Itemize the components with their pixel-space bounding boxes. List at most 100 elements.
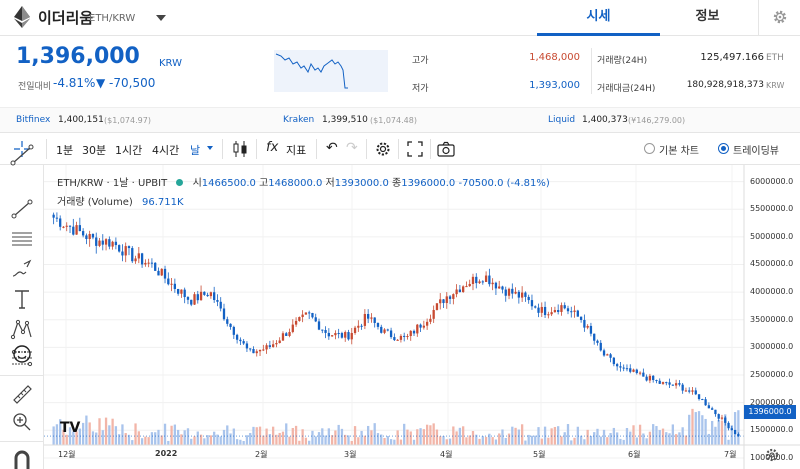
fullscreen-icon[interactable]	[407, 141, 423, 157]
y-axis-tick: 1500000.0	[750, 425, 794, 435]
candle-body	[52, 214, 55, 218]
candle-body	[330, 335, 334, 337]
volume-bar	[271, 426, 275, 445]
volume-bar	[137, 431, 140, 445]
chevron-down-icon[interactable]	[156, 15, 166, 21]
zoom-in-icon[interactable]	[10, 411, 34, 433]
volume-bar	[534, 435, 537, 445]
candle-body	[589, 325, 593, 334]
chart-legend: ETH/KRW · 1날 · UPBIT 시1466500.0 고1468000…	[57, 174, 550, 189]
volume-bar	[337, 424, 340, 445]
ruler-icon[interactable]	[10, 382, 34, 404]
camera-icon[interactable]	[437, 141, 455, 157]
chevron-down-icon[interactable]	[207, 146, 213, 150]
basic-chart-radio[interactable]	[644, 143, 655, 154]
undo-icon[interactable]: ↶	[326, 140, 338, 156]
x-axis-tick: 12월	[58, 450, 76, 459]
volume-bar	[612, 427, 616, 445]
trend-line-icon[interactable]	[10, 144, 34, 166]
candle-body	[311, 312, 314, 318]
exchange-name: Bitfinex	[16, 115, 51, 125]
settings-button[interactable]	[758, 0, 800, 36]
interval-30m[interactable]: 30분	[82, 144, 107, 157]
chart-toolbar: 1분 30분 1시간 4시간 날 fx 지표 ↶ ↷ 기본 차트 트레이딩뷰	[0, 133, 800, 165]
candle-body	[386, 329, 389, 331]
redo-icon[interactable]: ↷	[346, 140, 358, 156]
volume-bar	[298, 440, 301, 445]
indicators-button[interactable]: 지표	[286, 144, 307, 157]
candle-body	[688, 390, 691, 392]
candle-body	[419, 324, 422, 328]
interval-1m[interactable]: 1분	[56, 144, 74, 157]
volume-bar	[655, 426, 658, 445]
gear-icon[interactable]	[375, 141, 391, 157]
candle-body	[697, 394, 701, 400]
volume-bar	[419, 428, 422, 445]
candle-body	[298, 317, 301, 321]
divider	[46, 139, 47, 159]
candle-body	[560, 305, 563, 312]
trend-line-icon[interactable]	[10, 198, 34, 220]
horizontal-lines-icon[interactable]	[10, 228, 34, 250]
tradingview-radio[interactable]	[718, 143, 729, 154]
emoji-icon[interactable]	[10, 343, 34, 365]
candle-body	[596, 340, 599, 343]
candle-body	[353, 327, 357, 333]
candle-body	[389, 330, 393, 338]
divider	[222, 139, 223, 159]
volume-bar	[334, 430, 337, 445]
tradingview-label[interactable]: 트레이딩뷰	[733, 146, 779, 157]
candle-body	[622, 367, 625, 369]
tab-market[interactable]: 시세	[537, 0, 660, 36]
volume-bar	[255, 427, 258, 445]
candlestick-icon[interactable]	[232, 140, 248, 158]
magnet-icon[interactable]	[10, 447, 34, 469]
gear-icon[interactable]	[764, 447, 780, 463]
volume-bar	[707, 433, 711, 445]
volume-bar	[55, 424, 59, 445]
volume-bar	[311, 430, 314, 445]
divider	[256, 139, 257, 159]
interval-1h[interactable]: 1시간	[115, 144, 143, 157]
candle-body	[285, 333, 288, 336]
brush-icon[interactable]	[10, 258, 34, 280]
tab-info[interactable]: 정보	[695, 9, 720, 24]
crosshair-icon[interactable]	[14, 141, 30, 157]
candle-body	[635, 369, 638, 374]
volume-bar	[462, 426, 465, 445]
candle-body	[678, 383, 681, 385]
candle-body	[455, 289, 458, 295]
x-axis-tick: 3월	[344, 450, 357, 459]
fx-icon[interactable]: fx	[266, 140, 279, 155]
pattern-icon[interactable]	[10, 318, 34, 340]
interval-4h[interactable]: 4시간	[152, 144, 180, 157]
exchange-price: 1,400,373	[582, 115, 628, 125]
volume-bar	[186, 428, 190, 445]
text-icon[interactable]	[10, 288, 34, 310]
volume-bar	[494, 439, 498, 445]
candle-body	[648, 375, 652, 381]
legend-close-label: 종	[392, 178, 402, 189]
volume-bar	[399, 439, 403, 445]
candle-body	[439, 299, 442, 304]
exchange-price-row: Bitfinex 1,400,151 ($1,074.97) Kraken 1,…	[0, 107, 800, 133]
candle-body	[137, 253, 140, 259]
volume-bar	[347, 435, 350, 445]
candle-body	[173, 283, 177, 290]
candle-body	[691, 390, 694, 392]
legend-low: 1393000.0	[334, 178, 389, 189]
price-chart[interactable]	[44, 165, 800, 469]
basic-chart-label[interactable]: 기본 차트	[659, 146, 699, 157]
candle-body	[665, 382, 668, 384]
volume-bar	[678, 432, 681, 445]
interval-day[interactable]: 날	[190, 144, 201, 157]
volume-bar	[566, 424, 570, 445]
volume-bar	[114, 426, 118, 445]
volume-bar	[360, 430, 363, 445]
candle-body	[104, 239, 108, 245]
volume-bar	[340, 428, 344, 445]
candle-body	[124, 246, 127, 256]
candle-body	[268, 345, 272, 347]
candle-body	[131, 248, 134, 262]
exchange-usd: (¥146,279.00)	[628, 116, 686, 125]
